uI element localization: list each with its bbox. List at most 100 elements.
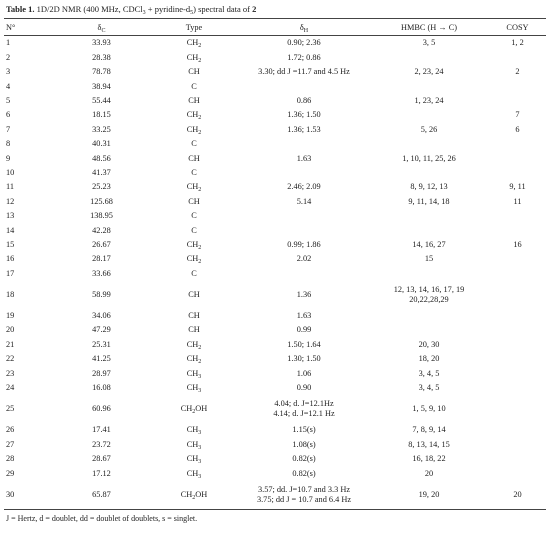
header-text: δ	[97, 22, 102, 32]
table-cell	[489, 337, 546, 351]
table-cell: C	[149, 209, 239, 223]
cell-text: 9, 11	[509, 182, 526, 192]
table-cell: CH3	[149, 466, 239, 480]
table-cell: 9, 11, 14, 18	[369, 194, 489, 208]
table-cell: 78.78	[54, 65, 149, 79]
cell-text: 17	[6, 268, 15, 278]
cell-text: 60.96	[92, 404, 111, 414]
cell-text: 42.28	[92, 225, 111, 235]
table-cell	[489, 151, 546, 165]
cell-line: 18, 20	[418, 354, 440, 364]
cell-text: CH2OH	[180, 404, 208, 416]
cell-text: 18.15	[92, 110, 111, 120]
table-row: 4 38.94 C	[4, 79, 546, 93]
header-row: N° δC Type δH HMBC (H → C) COSY	[4, 18, 546, 36]
cell-text: 138.95	[90, 211, 113, 221]
table-cell: 2	[4, 50, 54, 64]
cell-text: 22	[6, 354, 15, 364]
table-cell: 20	[489, 481, 546, 510]
cell-text: 29	[6, 468, 15, 478]
cell-line: 1, 10, 11, 25, 26	[402, 153, 456, 163]
table-cell	[239, 209, 369, 223]
caption-compound: 2	[252, 4, 257, 14]
table-cell	[489, 352, 546, 366]
table-cell: 22	[4, 352, 54, 366]
table-cell	[489, 466, 546, 480]
table-cell: 1.63	[239, 309, 369, 323]
cell-line: 1.63	[296, 153, 312, 163]
caption-text: 1D/2D NMR (400 MHz, CDCl	[36, 4, 143, 14]
cell-line: 8, 13, 14, 15	[408, 439, 450, 449]
cell-text: CH2	[186, 38, 202, 50]
cell-line: 14, 16, 27	[412, 239, 446, 249]
table-cell: 1	[4, 36, 54, 51]
table-cell	[489, 79, 546, 93]
table-cell: 3.57; dd. J=10.7 and 3.3 Hz 3.75; dd J = …	[239, 481, 369, 510]
caption-sub: 5	[190, 10, 194, 16]
cell-text: 17.12	[92, 468, 111, 478]
cell-text: 30	[6, 489, 15, 499]
table-cell	[489, 94, 546, 108]
cell-line: 0.99	[296, 325, 312, 335]
cell-line: 8, 9, 12, 13	[410, 182, 448, 192]
table-cell: CH	[149, 94, 239, 108]
header-sub: C	[101, 27, 106, 34]
cell-line: 4.14; d. J=12.1 Hz	[273, 408, 335, 418]
table-row: 2 28.38 CH2 1.72; 0.86	[4, 50, 546, 64]
cell-text: CH	[188, 153, 200, 163]
table-cell: CH2OH	[149, 395, 239, 423]
table-cell: 9	[4, 151, 54, 165]
cell-text: 3	[6, 67, 11, 77]
table-row: 11 25.23 CH2 2.46; 2.09 8, 9, 12, 13 9, 11	[4, 180, 546, 194]
table-cell: 33.93	[54, 36, 149, 51]
cell-text: CH2	[186, 239, 202, 251]
table-cell: CH2	[149, 237, 239, 251]
cell-text: 28	[6, 454, 15, 464]
cell-text: CH	[188, 96, 200, 105]
cell-text: CH2	[186, 339, 202, 351]
cell-line: 3, 4, 5	[418, 368, 440, 378]
cell-text: 25.31	[92, 339, 111, 349]
table-cell: 21	[4, 337, 54, 351]
cell-text: 12	[6, 196, 15, 206]
cell-line: 3.30; dd J =11.7 and 4.5 Hz	[258, 67, 350, 77]
table-cell: 25.23	[54, 180, 149, 194]
table-cell: 17	[4, 266, 54, 280]
cell-line: 12, 13, 14, 16, 17, 19	[393, 285, 465, 295]
cell-line: 0.99; 1.86	[287, 239, 321, 249]
table-cell	[239, 223, 369, 237]
table-cell: 9, 11	[489, 180, 546, 194]
table-row: 6 18.15 CH2 1.36; 1.50 7	[4, 108, 546, 122]
cell-text: C	[191, 139, 197, 149]
cell-line: 1.36; 1.50	[287, 110, 321, 120]
cell-text: 23.72	[92, 439, 111, 449]
cell-text: CH2	[186, 110, 202, 122]
table-cell: CH3	[149, 423, 239, 437]
table-footnote: J = Hertz, d = doublet, dd = doublet of …	[6, 513, 198, 523]
cell-line: 0.82(s)	[292, 454, 316, 464]
table-cell: 138.95	[54, 209, 149, 223]
cell-text: 26	[6, 425, 15, 435]
cell-text: CH	[188, 325, 200, 335]
cell-line: 7, 8, 9, 14	[412, 425, 446, 435]
table-cell: C	[149, 79, 239, 93]
table-row: 25 60.96 CH2OH 4.04; d. J=12.1Hz 4.14; d. J=…	[4, 395, 546, 423]
table-cell: 34.06	[54, 309, 149, 323]
cell-text: 41.25	[92, 354, 111, 364]
table-cell: 47.29	[54, 323, 149, 337]
cell-line: 2, 23, 24	[414, 67, 444, 77]
table-cell: 1.15(s)	[239, 423, 369, 437]
caption-sub: 3	[142, 10, 146, 16]
cell-text: 17.41	[92, 425, 111, 435]
caption-label: Table 1.	[6, 4, 35, 14]
table-cell: 38.94	[54, 79, 149, 93]
cell-line: 0.90; 2.36	[287, 38, 321, 48]
table-cell	[369, 323, 489, 337]
table-cell: 0.90; 2.36	[239, 36, 369, 51]
table-cell	[489, 395, 546, 423]
caption-text: ) spectral data of	[193, 4, 253, 14]
cell-text: CH	[188, 67, 200, 77]
table-row: 23 28.97 CH3 1.06 3, 4, 5	[4, 366, 546, 380]
table-cell	[489, 50, 546, 64]
table-cell: C	[149, 137, 239, 151]
